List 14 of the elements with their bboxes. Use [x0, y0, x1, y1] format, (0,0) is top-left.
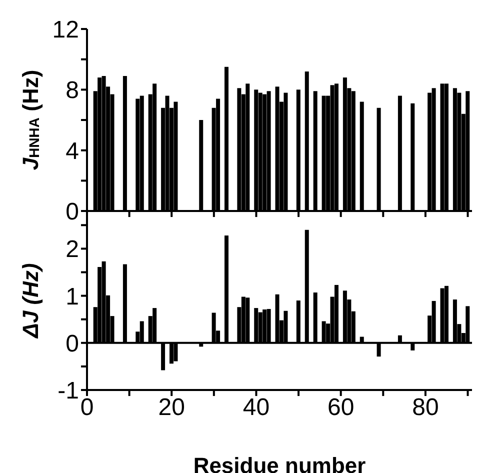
x-axis-title: Residue number	[193, 453, 366, 473]
y-tick-label: 0	[66, 198, 79, 226]
y-tick-label: 0	[66, 330, 79, 358]
y-tick-label: 1	[66, 283, 79, 310]
y-tick-label: 8	[66, 77, 79, 104]
y-tick-label: -1	[58, 378, 79, 405]
x-tick-label: 60	[327, 394, 354, 422]
x-tick-label: 40	[242, 394, 270, 422]
y-tick-label: 2	[66, 236, 79, 264]
y-tick-label: 12	[52, 16, 79, 44]
x-tick-label: 80	[412, 394, 439, 422]
y-tick-label: 4	[66, 138, 79, 165]
x-tick-label: 20	[158, 394, 185, 422]
y-axis-title: ΔJ (Hz)	[18, 263, 42, 339]
